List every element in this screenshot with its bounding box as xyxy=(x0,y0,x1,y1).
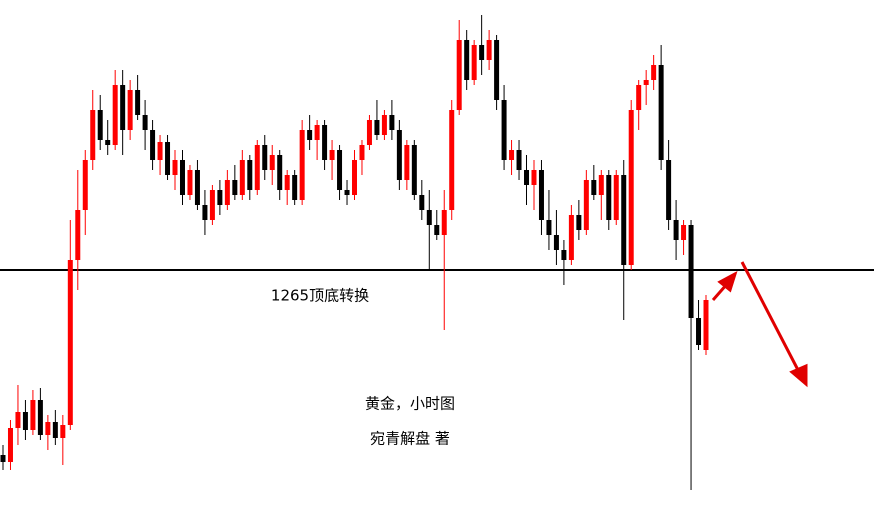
level-label: 1265顶底转换 xyxy=(271,287,369,305)
forecast-arrows xyxy=(711,261,808,388)
chart-author: 宛青解盘 著 xyxy=(370,430,450,448)
arrow-down-head xyxy=(789,363,808,388)
arrow-down xyxy=(740,261,800,371)
chart-title: 黄金，小时图 xyxy=(365,395,455,413)
arrow-up-head xyxy=(717,270,738,293)
